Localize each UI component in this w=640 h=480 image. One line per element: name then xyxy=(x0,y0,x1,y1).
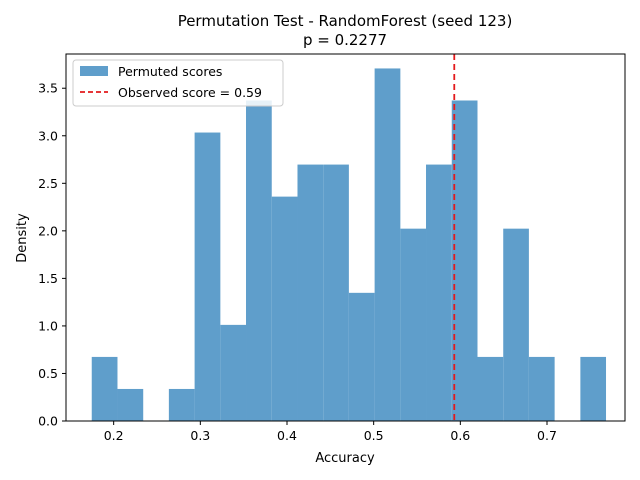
y-tick-label: 2.0 xyxy=(38,223,58,238)
y-tick-label: 1.0 xyxy=(38,318,58,333)
x-axis-label: Accuracy xyxy=(315,451,375,466)
histogram-bar xyxy=(220,324,247,421)
histogram-bar xyxy=(503,228,529,421)
histogram-bar xyxy=(477,356,504,421)
x-tick-label: 0.5 xyxy=(364,428,384,443)
legend: Permuted scores Observed score = 0.59 xyxy=(72,59,284,107)
histogram-bar xyxy=(168,388,195,421)
y-tick-label: 3.0 xyxy=(38,128,58,143)
y-tick-label: 0.5 xyxy=(38,366,58,381)
histogram-bar xyxy=(194,132,221,422)
histogram-bar xyxy=(528,356,555,421)
chart-subtitle: p = 0.2277 xyxy=(303,31,387,49)
y-tick-label: 0.0 xyxy=(38,414,58,429)
x-tick-label: 0.6 xyxy=(450,428,470,443)
histogram-bar xyxy=(91,356,118,421)
histogram-bar xyxy=(426,164,452,422)
chart-title: Permutation Test - RandomForest (seed 12… xyxy=(178,12,513,30)
legend-label-permuted: Permuted scores xyxy=(118,64,222,79)
histogram-bar xyxy=(246,100,272,421)
histogram-bar xyxy=(400,228,427,421)
plot-frame xyxy=(65,53,626,422)
y-tick-label: 2.5 xyxy=(38,176,58,191)
y-tick-label: 3.5 xyxy=(38,81,58,96)
legend-box xyxy=(72,59,284,107)
histogram-bar xyxy=(374,68,401,421)
x-tick-label: 0.3 xyxy=(190,428,210,443)
y-axis-label: Density xyxy=(15,213,30,263)
histogram-bars xyxy=(91,68,607,422)
histogram-bar xyxy=(323,164,349,422)
histogram-bar xyxy=(348,292,375,421)
histogram-bar xyxy=(297,164,324,422)
legend-swatch-permuted xyxy=(80,66,108,76)
histogram-bar xyxy=(271,196,298,421)
x-tick-label: 0.2 xyxy=(104,428,124,443)
x-axis-ticks: 0.2 0.3 0.4 0.5 0.6 0.7 xyxy=(104,421,557,443)
histogram-bar xyxy=(580,356,607,421)
y-axis-ticks: 0.0 0.5 1.0 1.5 2.0 2.5 3.0 3.5 xyxy=(38,81,66,429)
x-tick-label: 0.4 xyxy=(277,428,297,443)
histogram-bar xyxy=(117,388,144,421)
y-tick-label: 1.5 xyxy=(38,271,58,286)
legend-label-observed: Observed score = 0.59 xyxy=(118,85,262,100)
histogram-bar xyxy=(451,100,478,421)
x-tick-label: 0.7 xyxy=(537,428,557,443)
